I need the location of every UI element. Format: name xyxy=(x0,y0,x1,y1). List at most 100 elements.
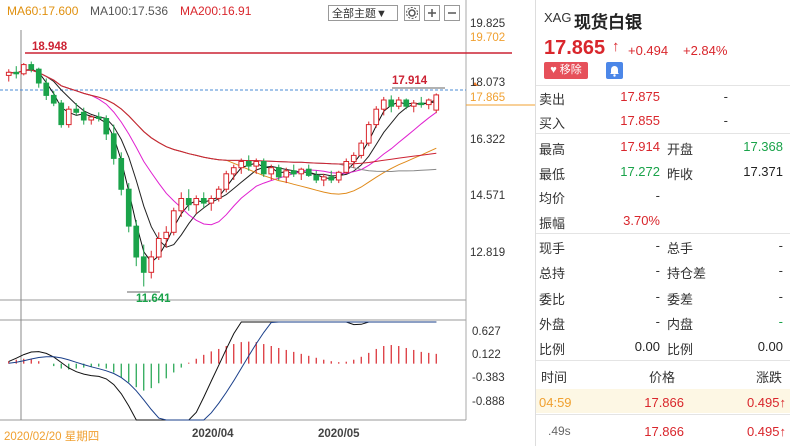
candle-body xyxy=(245,161,252,167)
macd-tick: -0.888 xyxy=(472,396,505,408)
alert-bell-button[interactable] xyxy=(606,62,623,79)
price-tick: 12.819 xyxy=(470,247,506,259)
sell-value: 17.875 xyxy=(620,89,660,104)
low-label: 最低 xyxy=(539,167,566,182)
order-ratio-value: - xyxy=(655,289,660,304)
buy-value: 17.855 xyxy=(620,113,660,128)
zoom-out-icon[interactable] xyxy=(444,5,460,21)
current-price-tag: 17.865 xyxy=(470,92,506,104)
candle-body xyxy=(65,108,72,126)
candle-body xyxy=(103,118,110,135)
macd-tick: 0.122 xyxy=(472,349,501,361)
divider xyxy=(536,133,790,134)
candle-body xyxy=(403,99,410,107)
candle-body xyxy=(155,238,162,258)
candle-body xyxy=(5,71,12,76)
date-cursor-label: 2020/02/20 星期四 xyxy=(4,431,100,443)
buy-volume: - xyxy=(723,113,728,128)
ma200-line xyxy=(8,69,437,165)
candle-body xyxy=(350,154,357,163)
candle-body xyxy=(425,99,432,106)
ratio2-label: 比例 xyxy=(667,342,694,357)
tick-change: 0.495↑ xyxy=(746,424,786,439)
macd-dea-line xyxy=(8,321,437,421)
ma60-legend: MA60:17.600 xyxy=(7,4,79,18)
candle-body xyxy=(110,133,117,159)
sell-volume: - xyxy=(723,89,728,104)
order-ratio-label: 委比 xyxy=(539,292,566,307)
candle-body xyxy=(20,64,27,75)
high-line-label: 18.948 xyxy=(32,41,68,53)
candle-body xyxy=(200,198,207,204)
candle-body xyxy=(365,124,372,144)
amplitude-label: 振幅 xyxy=(539,216,566,231)
macd-tick: -0.383 xyxy=(472,372,505,384)
candle-body xyxy=(43,82,50,96)
chart-area[interactable]: MA60:17.600 MA100:17.536 MA200:16.91 全部主… xyxy=(0,0,535,446)
price-tick: 19.825 xyxy=(470,18,506,30)
up-arrow-icon: ↑ xyxy=(612,38,620,55)
candle-body xyxy=(35,68,42,84)
oi-change-value: - xyxy=(778,263,783,278)
prev-close-value: 17.371 xyxy=(743,164,783,179)
ticks-head-change: 涨跌 xyxy=(756,370,783,385)
candle-body xyxy=(95,116,102,119)
candle-body xyxy=(215,188,222,199)
settings-icon[interactable] xyxy=(404,5,420,21)
candle-body xyxy=(358,142,365,156)
inner-label: 内盘 xyxy=(667,317,694,332)
remove-label: 移除 xyxy=(559,64,582,76)
price-tick: 16.322 xyxy=(470,134,506,146)
ma-tag: 19.702 xyxy=(470,32,506,44)
candle-body xyxy=(433,94,440,111)
candle-body xyxy=(140,256,147,273)
candle-body xyxy=(13,71,20,75)
macd-tick: 0.627 xyxy=(472,326,501,338)
ticks-head-time: 时间 xyxy=(541,370,568,385)
candle-body xyxy=(230,167,237,175)
candle-body xyxy=(50,94,57,104)
candle-body xyxy=(170,210,177,233)
macd-dif-line xyxy=(8,321,437,421)
candle-body xyxy=(118,158,125,190)
candle-body xyxy=(395,99,402,107)
amplitude-value: 3.70% xyxy=(623,213,660,228)
candle-body xyxy=(268,167,275,175)
candle-body xyxy=(343,161,350,173)
candle-body xyxy=(148,256,155,273)
candle-body xyxy=(73,108,80,113)
open-label: 开盘 xyxy=(667,142,694,157)
candle-body xyxy=(313,174,320,181)
low-value: 17.272 xyxy=(620,164,660,179)
cur-vol-label: 现手 xyxy=(539,241,566,256)
price-tick: 18.073 xyxy=(470,77,506,89)
oi-change-label: 持仓差 xyxy=(667,266,707,281)
theme-select[interactable]: 全部主题▼ xyxy=(328,5,398,21)
price-chart xyxy=(0,0,535,421)
zoom-in-icon[interactable] xyxy=(424,5,440,21)
order-diff-value: - xyxy=(778,289,783,304)
up-triangle-icon xyxy=(472,82,478,86)
candle-body xyxy=(320,176,327,181)
symbol-code: XAG xyxy=(544,10,572,25)
candle-body xyxy=(58,102,65,126)
ticks-head-price: 价格 xyxy=(649,370,676,385)
candle-body xyxy=(418,102,425,106)
candle-body xyxy=(163,231,170,240)
divider xyxy=(536,360,790,361)
candle-body xyxy=(80,111,87,121)
last-high-label: 17.914 xyxy=(392,75,428,87)
prev-close-label: 昨收 xyxy=(667,167,694,182)
candle-body xyxy=(208,198,215,204)
candle-body xyxy=(260,161,267,175)
buy-label: 买入 xyxy=(539,116,566,131)
ratio1-label: 比例 xyxy=(539,342,566,357)
candle-body xyxy=(275,167,282,178)
candle-body xyxy=(388,99,395,107)
candle-body xyxy=(193,198,200,206)
remove-watchlist-button[interactable]: ♥ 移除 xyxy=(544,62,588,79)
cur-vol-value: - xyxy=(655,238,660,253)
sell-label: 卖出 xyxy=(539,92,566,107)
avg-label: 均价 xyxy=(539,191,566,206)
outer-value: - xyxy=(655,314,660,329)
